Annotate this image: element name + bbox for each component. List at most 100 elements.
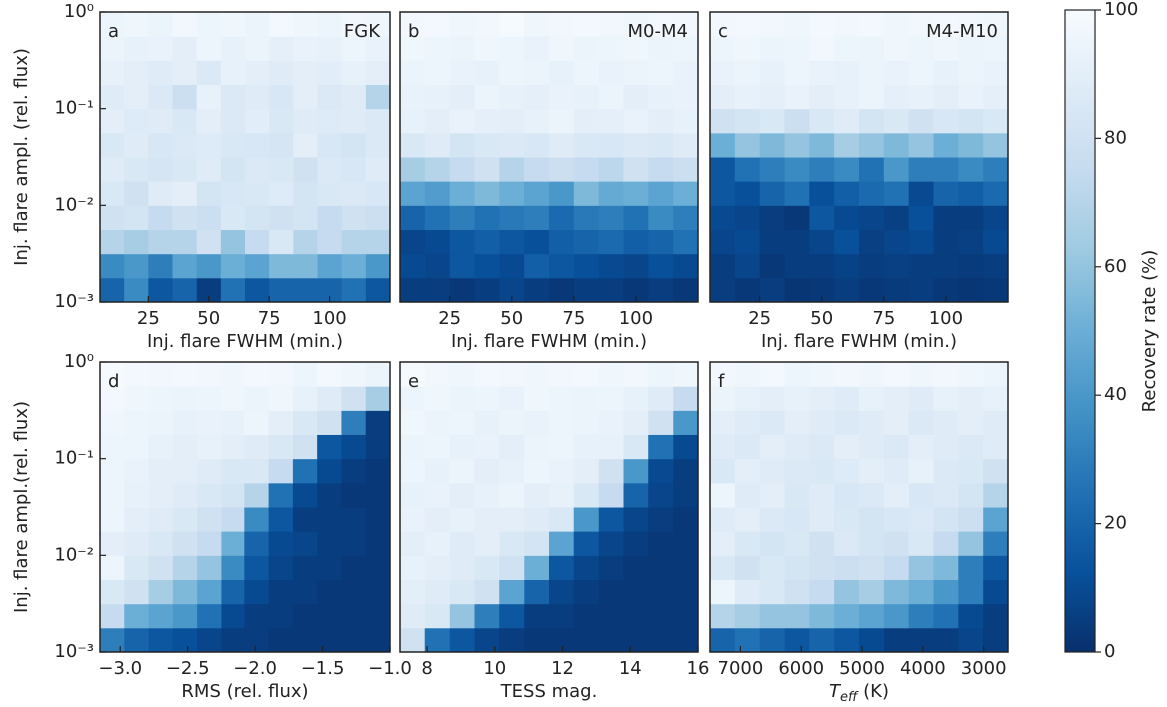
heatmap-cell xyxy=(834,253,860,279)
heatmap-cell xyxy=(933,627,959,653)
heatmap-cell xyxy=(883,507,910,532)
heatmap-cell xyxy=(365,627,391,653)
heatmap-cell xyxy=(549,12,575,37)
heatmap-cell xyxy=(883,482,910,508)
heatmap-cell xyxy=(148,362,174,387)
heatmap-cell xyxy=(449,507,475,532)
heatmap-cell xyxy=(317,458,342,484)
heatmap-cell xyxy=(148,386,174,411)
heatmap-cell xyxy=(172,60,198,85)
heatmap-cell xyxy=(859,12,885,37)
heatmap-cell xyxy=(834,84,860,110)
heatmap-cell xyxy=(809,157,835,182)
heatmap-cell xyxy=(809,579,835,605)
heatmap-cell xyxy=(172,507,198,532)
heatmap-cell xyxy=(499,458,525,484)
heatmap-cell xyxy=(499,84,525,110)
heatmap-cell xyxy=(734,555,761,581)
heatmap-cell xyxy=(365,36,391,61)
heatmap-cell xyxy=(474,627,500,653)
heatmap-cell xyxy=(293,181,318,206)
heatmap-cell xyxy=(341,507,367,532)
x-axis-label: Inj. flare FWHM (min.) xyxy=(147,331,343,352)
heatmap-cell xyxy=(196,229,222,255)
heatmap-cell xyxy=(859,84,885,110)
heatmap-cell xyxy=(983,434,1009,460)
heatmap-cell xyxy=(710,507,736,532)
colorbar-tick-label: 20 xyxy=(1104,513,1127,534)
heatmap-cell xyxy=(623,36,649,61)
heatmap-cell xyxy=(784,205,810,231)
heatmap-cell xyxy=(317,84,343,110)
heatmap-cell xyxy=(598,84,624,110)
heatmap-cell xyxy=(710,12,736,37)
x-label-sub: eff xyxy=(840,690,859,705)
heatmap-cell xyxy=(341,386,367,411)
heatmap-cell xyxy=(883,12,910,37)
heatmap-cell xyxy=(365,386,391,411)
heatmap-cell xyxy=(710,603,736,629)
heatmap-cell xyxy=(623,84,649,110)
heatmap-cell xyxy=(859,579,885,605)
heatmap-cell xyxy=(623,458,649,484)
heatmap-cell xyxy=(268,531,294,556)
heatmap-cell xyxy=(220,229,246,255)
heatmap-cell xyxy=(549,434,575,460)
heatmap-cell xyxy=(710,132,736,158)
heatmap-cell xyxy=(573,132,600,158)
heatmap-cell xyxy=(983,205,1009,231)
heatmap-cell xyxy=(524,277,550,303)
heatmap-cell xyxy=(124,362,150,387)
x-tick-label: 12 xyxy=(551,658,574,679)
heatmap-cell xyxy=(809,108,835,134)
heatmap-cell xyxy=(809,132,835,158)
heatmap-cell xyxy=(365,410,391,435)
heatmap-cell xyxy=(124,157,149,182)
heatmap-cell xyxy=(734,482,761,508)
heatmap-cell xyxy=(292,434,318,460)
heatmap-cell xyxy=(573,555,600,581)
heatmap-cell xyxy=(221,507,245,532)
heatmap-cell xyxy=(573,84,600,110)
axes-frame xyxy=(99,361,391,653)
heatmap-cell xyxy=(220,84,246,110)
heatmap-cell xyxy=(292,555,318,581)
heatmap-cell xyxy=(292,603,318,629)
heatmap-cell xyxy=(449,531,475,556)
heatmap-cell xyxy=(598,555,624,581)
heatmap-cell xyxy=(710,555,736,581)
heatmap-cell xyxy=(244,410,270,435)
heatmap-cell xyxy=(549,627,575,653)
heatmap-cell xyxy=(269,108,294,134)
x-axis-label: Inj. flare FWHM (min.) xyxy=(761,331,957,352)
heatmap-cell xyxy=(474,531,500,556)
heatmap-cell xyxy=(859,531,885,556)
heatmap-cell xyxy=(244,482,270,508)
heatmap-cell xyxy=(784,458,810,484)
heatmap-cell xyxy=(673,157,699,182)
heatmap-cell xyxy=(268,555,294,581)
heatmap-cell xyxy=(883,277,910,303)
heatmap-cell xyxy=(710,434,736,460)
heatmap-cell xyxy=(499,555,525,581)
heatmap-cell xyxy=(148,229,173,255)
heatmap-cell xyxy=(474,482,500,508)
heatmap-cell xyxy=(784,108,810,134)
heatmap-cell xyxy=(220,60,246,85)
heatmap-cell xyxy=(524,60,550,85)
heatmap-cell xyxy=(474,132,500,158)
heatmap-cell xyxy=(424,229,451,255)
heatmap-cell xyxy=(983,36,1009,61)
heatmap-cell xyxy=(245,60,270,85)
heatmap-cell xyxy=(573,434,600,460)
heatmap-cell xyxy=(983,531,1009,556)
heatmap-cell xyxy=(573,253,600,279)
heatmap-cell xyxy=(172,253,198,279)
heatmap-cell xyxy=(220,108,246,134)
heatmap-cell xyxy=(245,181,270,206)
heatmap-cell xyxy=(341,132,367,158)
heatmap-cell xyxy=(983,12,1009,37)
heatmap-cell xyxy=(983,157,1009,182)
heatmap-cell xyxy=(317,60,343,85)
heatmap-cell xyxy=(549,507,575,532)
